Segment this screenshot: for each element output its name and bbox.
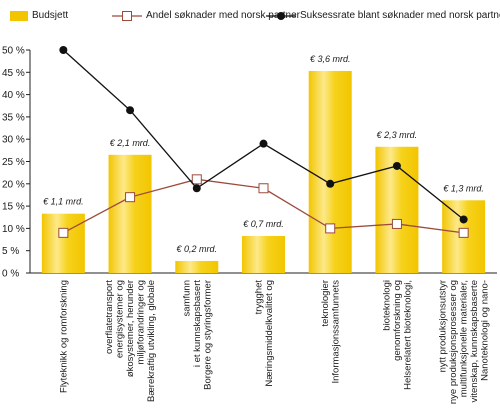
y-tick-label: 50 % <box>2 46 25 57</box>
y-tick-label: 15 % <box>2 202 25 213</box>
bar <box>41 213 85 273</box>
x-category-label-line: genomforskning og <box>392 280 403 361</box>
bar-value-label: € 0,2 mrd. <box>177 244 218 254</box>
x-category-label-line: overflatetransport <box>104 280 115 354</box>
legend-label-share: Andel søknader med norsk partner <box>146 10 300 21</box>
x-category-label-line: vitenskap, kunnskapsbaserte <box>469 280 480 403</box>
y-tick-label: 45 % <box>2 68 25 79</box>
success-marker <box>326 179 335 188</box>
legend-swatch-success <box>266 12 296 20</box>
legend-swatch-share <box>112 11 142 21</box>
bar-value-label: € 2,1 mrd. <box>110 138 151 148</box>
legend-label-budget: Budsjett <box>32 10 69 21</box>
y-tick-label: 5 % <box>2 246 19 257</box>
x-category-label-line: i et kunnskapsbasert <box>192 280 203 367</box>
share-marker <box>258 183 269 194</box>
x-category-label: Bærekraftig utvikling, globalemiljøforan… <box>104 280 157 402</box>
legend-swatch-budget <box>10 11 28 21</box>
bar-value-label: € 0,7 mrd. <box>243 219 284 229</box>
y-tick-label: 40 % <box>2 90 25 101</box>
share-marker <box>191 174 202 185</box>
bar-series: € 1,1 mrd. € 2,1 mrd. € 0,2 mrd. € 0,7 mrd.… <box>41 54 486 273</box>
success-line-series <box>59 46 468 224</box>
y-tick-label: 20 % <box>2 179 25 190</box>
x-category-label-line: Nanoteknologi og nano- <box>480 280 491 381</box>
share-marker <box>325 223 336 234</box>
bar-value-label: € 2,3 mrd. <box>377 130 418 140</box>
y-tick-label: 30 % <box>2 135 25 146</box>
x-category-label-line: energisystemer og <box>115 280 126 358</box>
success-marker <box>392 161 401 170</box>
bar-value-label: € 1,1 mrd. <box>43 197 84 207</box>
share-marker <box>391 218 402 229</box>
x-category-label-line: Bærekraftig utvikling, globale <box>146 280 157 402</box>
x-category-label-line: Helserelatert bioteknologi, <box>402 280 413 390</box>
y-tick-label: 25 % <box>2 157 25 168</box>
share-marker <box>125 192 136 203</box>
y-axis: 0 % 5 % 10 % 15 % 20 % 25 % 30 % 35 % 40 % 45 % 50… <box>2 46 497 280</box>
share-marker <box>458 227 469 238</box>
x-category-label: Flyteknikk og romforskning <box>58 280 69 393</box>
share-marker <box>58 227 69 238</box>
success-marker <box>259 139 268 148</box>
bar <box>175 260 219 273</box>
bar <box>242 235 285 273</box>
y-tick-label: 0 % <box>2 269 19 280</box>
bar-value-label: € 3,6 mrd. <box>310 54 351 64</box>
success-marker <box>126 106 135 115</box>
x-category-label-line: trygghet <box>253 280 264 315</box>
x-category-label-line: teknologier <box>320 280 331 326</box>
x-category-label-line: nye produksjonsprosesser og <box>448 280 459 404</box>
x-category-label-line: samfunn <box>181 280 192 316</box>
x-category-label: Nanoteknologi og nano-vitenskap, kunnska… <box>438 280 491 404</box>
x-category-label-line: Næringsmiddelkvalitet og <box>264 280 275 387</box>
bar <box>308 70 352 273</box>
x-category-label-line: multifunksjonelle materialer, <box>459 280 470 397</box>
success-marker <box>59 46 68 54</box>
x-category-label-line: Flyteknikk og romforskning <box>58 280 69 393</box>
x-category-label-line: Borgere og styringsformer <box>202 280 213 390</box>
share-line-series <box>58 174 469 238</box>
legend-label-success: Suksessrate blant søknader med norsk par… <box>300 10 500 21</box>
x-category-label-line: økosystemer, herunder <box>125 280 136 377</box>
bar <box>108 154 152 273</box>
legend: Budsjett Andel søknader med norsk partne… <box>8 6 500 28</box>
x-axis-labels: Flyteknikk og romforskning Bærekraftig ut… <box>58 280 490 404</box>
x-category-label-line: nytt produksjonsutstyr <box>438 280 449 372</box>
y-tick-label: 35 % <box>2 112 25 123</box>
x-category-label: Helserelatert bioteknologi,genomforsknin… <box>381 280 413 390</box>
y-tick-label: 10 % <box>2 224 25 235</box>
x-category-label-line: bioteknologi <box>381 280 392 331</box>
success-marker <box>459 215 468 224</box>
bar-value-label: € 1,3 mrd. <box>443 183 484 193</box>
x-category-label-line: miljøforandringer og <box>136 280 147 364</box>
success-marker <box>192 184 201 193</box>
x-category-label-line: Informasjonssamfunnets <box>330 280 341 384</box>
